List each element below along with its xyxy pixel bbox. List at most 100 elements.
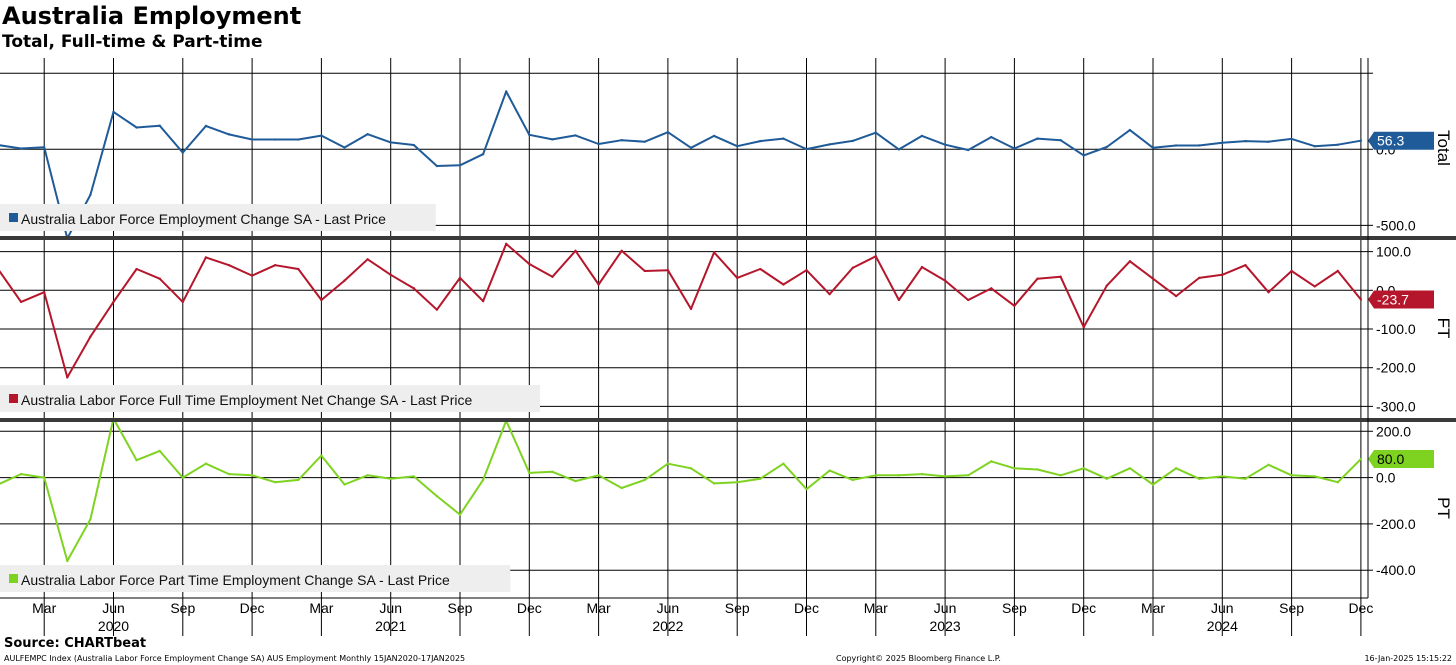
data-point (1313, 145, 1316, 148)
data-point (1128, 467, 1132, 470)
data-point (851, 139, 854, 143)
data-point (181, 151, 184, 154)
data-point (343, 279, 346, 282)
data-point (828, 469, 831, 472)
last-value-label: -23.7 (1377, 291, 1409, 307)
data-point (1036, 137, 1039, 140)
data-point (712, 482, 716, 485)
last-value-tag-bg (1368, 131, 1434, 150)
data-point (689, 307, 693, 311)
x-tick-label: Sep (170, 600, 195, 616)
data-point (227, 133, 231, 136)
data-point (89, 193, 92, 197)
x-tick-label: Jun (1211, 600, 1234, 616)
data-point (1151, 146, 1155, 149)
data-point (736, 145, 739, 148)
data-point (1313, 285, 1316, 288)
data-point (366, 474, 369, 477)
data-point (19, 300, 23, 304)
data-point (66, 559, 69, 563)
y-tick-label: -200.0 (1376, 360, 1416, 376)
data-point (759, 477, 762, 480)
data-point (389, 141, 392, 144)
data-point (458, 164, 462, 167)
data-point (135, 459, 138, 462)
x-tick-label: Jun (934, 600, 957, 616)
x-tick-label: Mar (309, 600, 333, 616)
series-line-pt (0, 417, 1362, 562)
data-point (1082, 467, 1085, 470)
data-point (574, 479, 577, 483)
data-point (1082, 154, 1085, 157)
data-point (689, 467, 693, 470)
data-point (435, 308, 439, 311)
data-point (19, 147, 23, 150)
data-point (828, 143, 831, 146)
data-point (158, 449, 161, 453)
data-point (297, 138, 300, 141)
data-point (505, 242, 508, 246)
data-point (1128, 260, 1132, 263)
legend-bg (0, 204, 436, 231)
x-tick-label: Dec (1348, 600, 1373, 616)
data-point (620, 138, 623, 142)
footer-ticker-info: AULFEMPC Index (Australia Labor Force Em… (4, 654, 466, 663)
x-tick-label: Dec (240, 600, 265, 616)
x-tick-label: Mar (864, 600, 888, 616)
source-label: Source: CHARTbeat (4, 636, 147, 651)
data-point (897, 148, 901, 151)
data-point (759, 267, 762, 271)
data-point (158, 124, 161, 127)
panel-separator (0, 418, 1456, 422)
data-point (1059, 275, 1062, 278)
legend-bg (0, 385, 541, 412)
panel-axis-label: FT (1434, 318, 1453, 339)
x-tick-label: Mar (32, 600, 56, 616)
data-point (597, 283, 600, 286)
data-point (712, 251, 716, 254)
data-point (43, 291, 46, 294)
data-point (1198, 144, 1201, 147)
data-point (851, 266, 854, 270)
data-point (967, 474, 970, 477)
data-point (551, 138, 554, 141)
x-tick-label: Jun (102, 600, 125, 616)
data-point (1036, 277, 1039, 280)
data-point (435, 494, 439, 498)
data-point (320, 298, 323, 302)
data-point (551, 275, 554, 278)
data-point (89, 335, 92, 338)
data-point (1267, 291, 1270, 294)
last-value-tag-bg (1368, 290, 1434, 309)
data-point (412, 287, 415, 290)
data-point (1013, 147, 1016, 150)
data-point (181, 476, 184, 479)
data-point (412, 475, 415, 478)
legend-swatch (9, 574, 18, 583)
data-point (920, 265, 924, 269)
data-point (874, 131, 877, 134)
chart-subtitle: Total, Full-time & Part-time (2, 32, 263, 52)
data-point (481, 152, 485, 156)
data-point (389, 273, 392, 277)
data-point (805, 147, 808, 151)
y-tick-label: 200.0 (1376, 423, 1411, 439)
y-tick-label: 0.0 (1376, 470, 1396, 486)
data-point (1336, 481, 1340, 484)
data-point (1198, 276, 1201, 280)
x-year-label: 2022 (652, 618, 683, 634)
data-point (805, 487, 808, 491)
data-point (1174, 294, 1178, 298)
data-point (990, 287, 993, 290)
data-point (897, 474, 901, 477)
data-point (297, 267, 300, 271)
last-value-label: 80.0 (1377, 451, 1404, 467)
x-year-label: 2020 (98, 618, 129, 634)
data-point (597, 474, 600, 477)
data-point (250, 274, 254, 277)
panel-separator (0, 236, 1456, 240)
data-point (412, 143, 415, 147)
data-point (181, 300, 184, 304)
data-point (481, 299, 485, 303)
data-point (736, 276, 739, 280)
